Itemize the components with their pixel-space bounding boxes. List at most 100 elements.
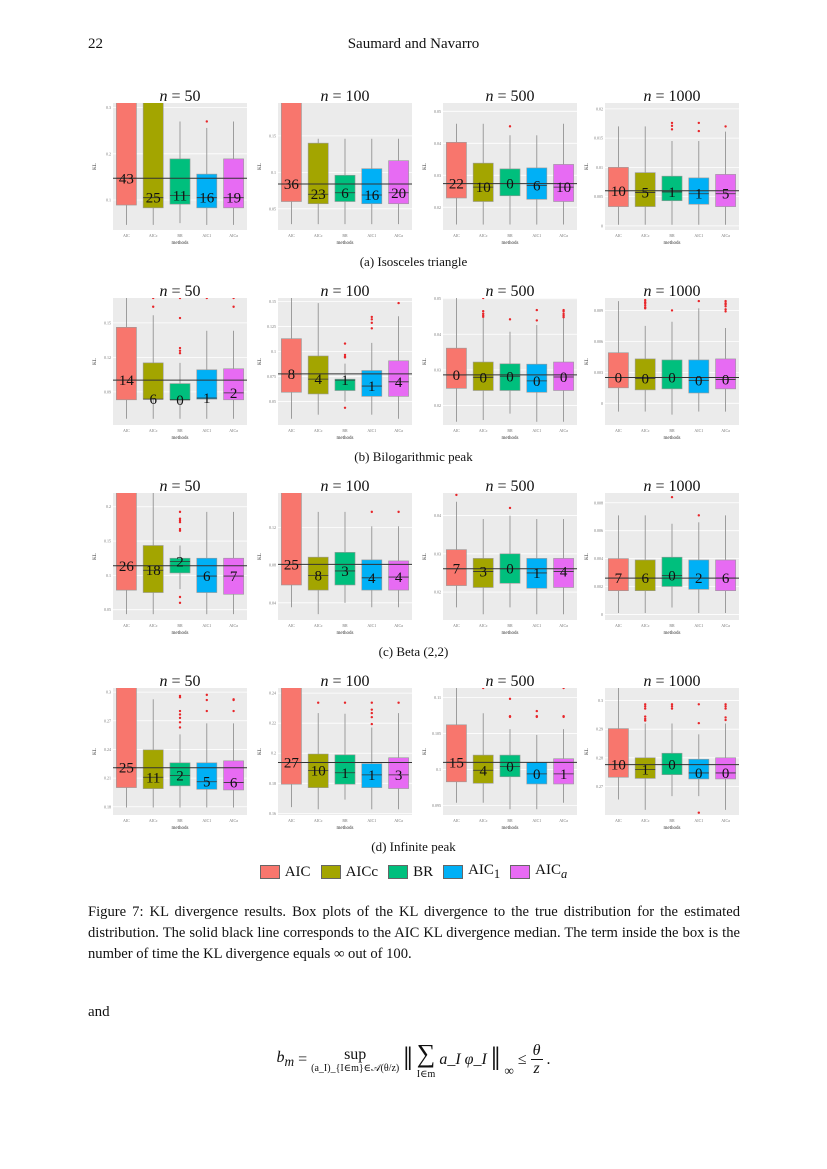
outlier-point [724,299,727,303]
y-tick-label: 0.1 [271,349,276,354]
y-tick-label: 0.05 [269,206,276,211]
boxplot-panel: n = 100 0.05 0.075 0.1 0.125 0.15 8 AIC 4 AICc 1 BR… [253,283,413,453]
box-br [499,363,521,391]
y-axis-label: KL [93,553,98,560]
outlier-point [178,716,182,720]
box-aicc [634,358,656,391]
outlier-point [178,726,182,729]
y-axis-label: KL [258,358,263,365]
x-tick-label: AICa [721,428,730,433]
y-tick-label: 0.12 [269,525,276,530]
box-aic [446,724,467,783]
y-axis-label: KL [423,748,428,755]
box-aic [608,167,629,207]
outlier-point [205,698,208,702]
y-tick-label: 0.15 [104,539,111,544]
box-aic [608,352,629,389]
y-axis-label: KL [585,358,590,365]
infinite-count-label: 14 [119,373,134,389]
outlier-point [178,316,182,320]
x-tick-label: AIC1 [532,428,541,433]
infinite-count-label: 8 [288,367,296,383]
outlier-point [178,713,182,716]
y-tick-label: 0.16 [269,811,276,816]
outlier-point [205,120,208,123]
x-tick-label: AICa [559,233,568,238]
box-br [499,754,521,778]
outlier-point [697,514,700,517]
box-aic1 [688,758,710,780]
x-tick-label: AICa [721,623,730,628]
panel-title: n = 1000 [643,673,701,690]
panel-title: n = 500 [485,673,535,690]
y-tick-label: 0.095 [432,803,441,808]
infinite-count-label: 16 [364,188,380,204]
infinite-count-label: 0 [641,372,649,388]
infinite-count-label: 0 [533,767,541,783]
outlier-point [178,349,182,353]
outlier-point [370,708,373,711]
x-tick-label: AICa [229,623,238,628]
legend-label: AICc [345,863,379,880]
panel-title: n = 1000 [643,88,701,105]
box-aica [715,358,736,390]
boxplot-panel: n = 1000 0 0.005 0.01 0.015 0.02 10 AIC 5 AICc 1 BR… [580,88,740,258]
equation: bm = sup (a_I)_{I∈m}∈𝒜(θ/z) ‖ ∑ I∈m a_I φ_… [0,1039,827,1079]
x-axis-label: methods [337,241,354,246]
plot-marks [278,298,412,419]
outlier-point [178,517,182,520]
outlier-point [343,342,347,345]
outlier-point [370,318,373,321]
box-aica [223,368,244,401]
y-tick-label: 0.24 [104,747,111,752]
box-aic [116,688,137,788]
x-tick-label: BR [669,233,675,238]
x-axis-label: methods [172,241,189,246]
box-aicc [307,556,329,591]
infinite-count-label: 1 [368,768,376,784]
outlier-point [724,703,727,706]
legend-swatch [259,865,280,879]
legend-item: AICa [510,862,567,882]
boxplot-panel: n = 100 0.05 0.1 0.15 36 AIC 23 AICc 6 BR 16 AIC1 20… [253,88,413,258]
x-axis-label: methods [337,631,354,636]
outlier-point [178,694,182,698]
y-tick-label: 0.05 [434,296,441,301]
infinite-count-label: 11 [146,770,160,786]
outlier-point [178,519,182,522]
outlier-point [644,717,647,721]
x-tick-label: AIC1 [694,818,703,823]
y-tick-label: 0.3 [598,698,603,703]
outlier-point [644,300,647,304]
y-tick-label: 0.02 [434,205,441,210]
outlier-point [724,705,727,708]
boxplot-panel: n = 50 0.1 0.2 0.3 43 AIC 25 AICc 11 BR 16 AIC1 19 AI… [88,88,248,258]
outlier-point [670,309,674,312]
outlier-point [697,811,700,814]
infinite-count-label: 25 [146,191,161,207]
outlier-point [178,721,182,724]
plot-marks [113,103,247,225]
y-tick-label: 0.2 [106,151,111,156]
outlier-point [343,701,347,704]
x-tick-label: AICa [229,428,238,433]
box-br [169,762,191,787]
outlier-point [670,707,674,710]
infinite-count-label: 6 [533,179,541,195]
boxplot-panel: n = 50 0.09 0.12 0.15 14 AIC 6 AICc 0 BR 1 AIC1 2 AIC… [88,283,248,453]
boxplot-panel: n = 1000 0.27 0.28 0.29 0.3 10 AIC 1 AICc 0 BR 0 AIC… [580,673,740,843]
x-axis-label: methods [502,241,519,246]
y-tick-label: 0.075 [267,374,276,379]
x-tick-label: AIC [123,428,130,433]
y-tick-label: 0.3 [106,690,111,695]
box-br [661,359,683,390]
x-tick-label: BR [507,623,513,628]
x-tick-label: BR [342,233,348,238]
infinite-count-label: 10 [611,184,626,200]
y-tick-label: 0.2 [271,751,276,756]
y-tick-label: 0.005 [594,194,603,199]
x-axis-label: methods [664,436,681,441]
infinite-count-label: 25 [119,761,134,777]
boxplot-svg: 0 0.005 0.01 0.015 0.02 10 AIC 5 AICc 1 BR 1 AIC1 5 AI… [585,103,739,246]
boxplot-panel: n = 500 0.02 0.03 0.04 0.05 0 AIC 0 AICc 0 BR 0 AIC1… [418,283,578,453]
